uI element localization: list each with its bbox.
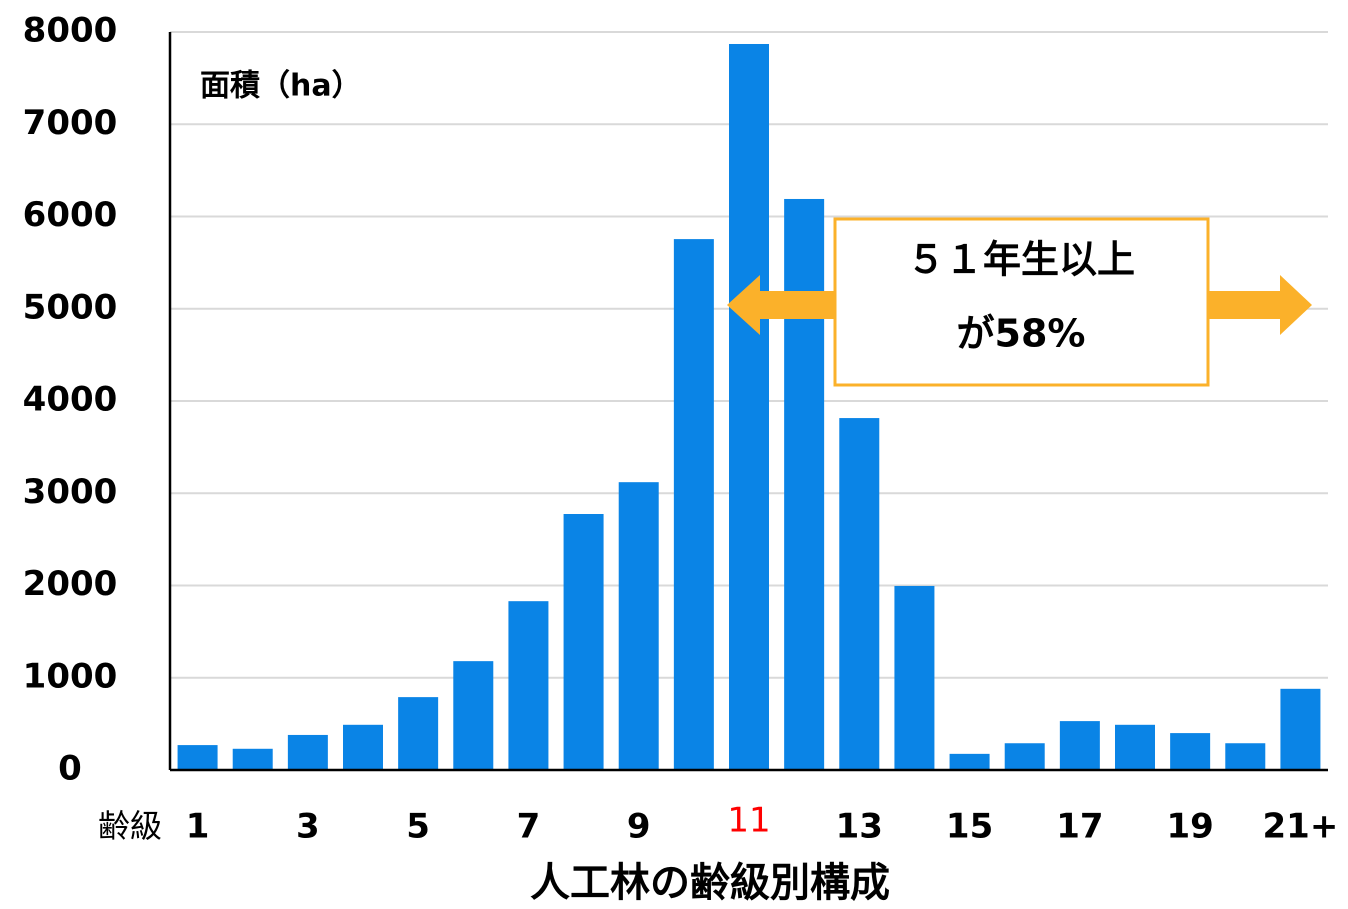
x-tick-label: 17 <box>1056 807 1103 847</box>
y-tick-label: 6000 <box>23 195 118 235</box>
x-tick-label: 21+ <box>1263 807 1339 847</box>
bar <box>618 482 659 770</box>
x-tick-label: 5 <box>406 807 430 847</box>
y-tick-label: 5000 <box>23 287 118 327</box>
bar <box>1004 743 1045 770</box>
bar <box>1225 743 1266 770</box>
bar <box>1059 721 1100 770</box>
y-tick-label: 3000 <box>23 472 118 512</box>
arrow-right <box>1208 275 1312 335</box>
x-tick-label: 1 <box>186 807 210 847</box>
annotation-box <box>833 217 1210 387</box>
bar <box>894 585 935 770</box>
y-tick-label: 4000 <box>23 380 118 420</box>
annotation-text: ５１年生以上 <box>907 238 1135 282</box>
bar <box>839 418 880 770</box>
x-tick-label: 9 <box>627 807 651 847</box>
chart-title: 人工林の齢級別構成 <box>530 860 890 906</box>
bar <box>343 724 383 770</box>
x-tick-label: 19 <box>1166 807 1213 847</box>
x-tick-label: 7 <box>517 807 541 847</box>
bar <box>1115 724 1155 770</box>
y-tick-label: 7000 <box>23 103 118 143</box>
bar <box>1280 688 1321 770</box>
y-axis-label: 面積（ha） <box>200 69 362 104</box>
y-tick-label: 1000 <box>23 656 118 696</box>
bar <box>673 239 714 770</box>
x-tick-label: 11 <box>727 801 770 841</box>
bar <box>1170 733 1211 770</box>
x-tick-label: 13 <box>836 807 883 847</box>
y-tick-label: 0 <box>58 749 82 789</box>
x-tick-label: 3 <box>296 807 320 847</box>
x-tick-label: 15 <box>946 807 993 847</box>
bar <box>729 43 769 771</box>
annotation: ５１年生以上 が58% <box>727 217 1312 387</box>
x-axis-label: 齢級 <box>98 807 162 845</box>
bar <box>508 601 549 770</box>
bar <box>949 753 990 770</box>
bar <box>287 734 328 770</box>
bar <box>453 661 494 770</box>
bar <box>563 514 604 770</box>
bar <box>232 748 273 770</box>
arrow-left <box>727 275 835 335</box>
bar <box>398 697 439 770</box>
bar <box>784 198 825 770</box>
y-tick-label: 2000 <box>23 564 118 604</box>
bar <box>177 745 218 770</box>
y-tick-label: 8000 <box>23 11 118 51</box>
annotation-text: が58% <box>957 312 1086 356</box>
